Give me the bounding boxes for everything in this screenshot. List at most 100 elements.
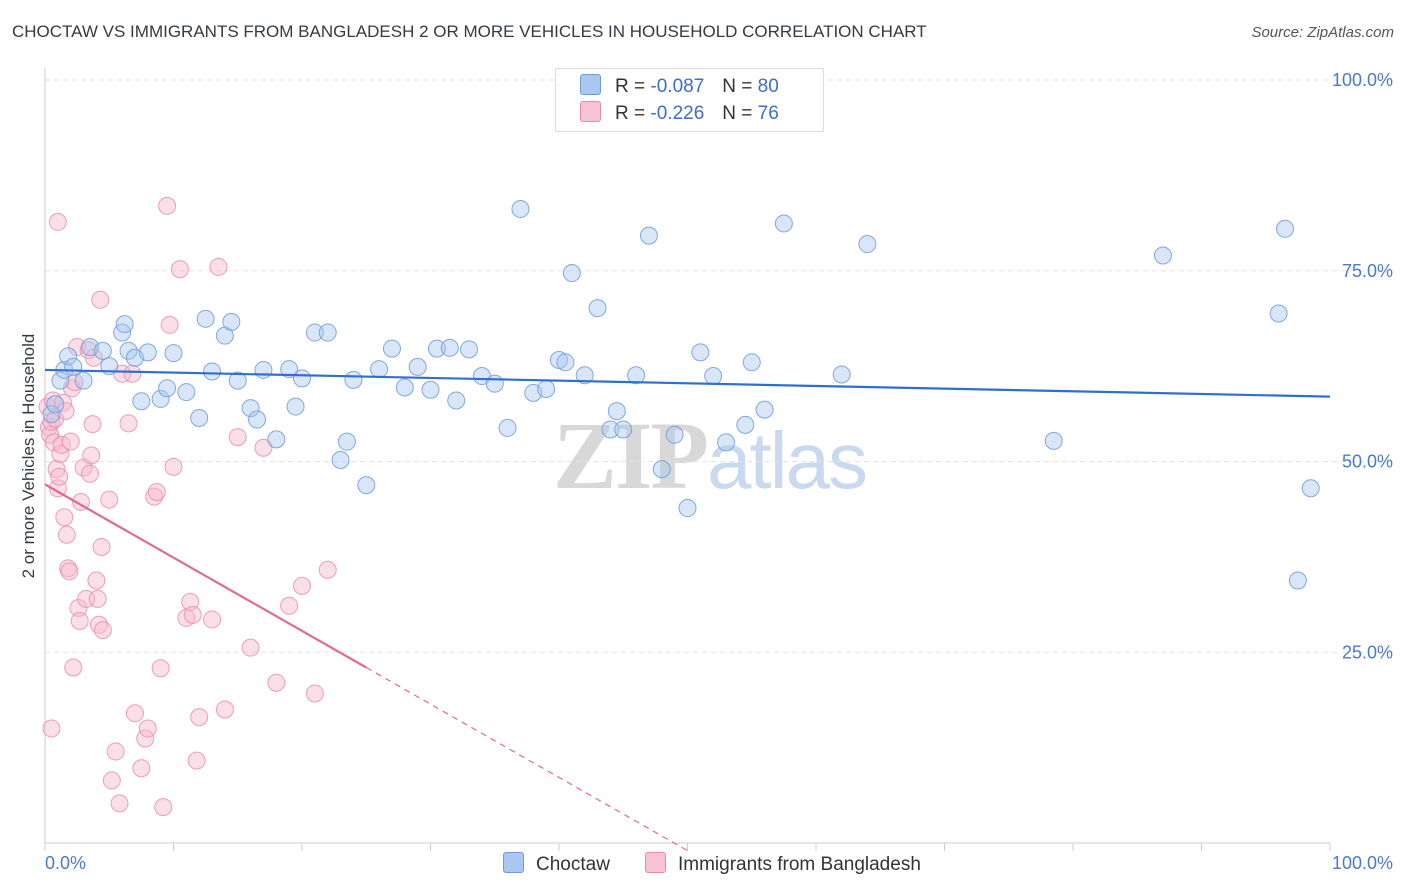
choctaw-point (293, 369, 311, 388)
bangladesh-point (56, 402, 75, 421)
bottom-legend-bangladesh: Immigrants from Bangladesh (645, 852, 921, 876)
choctaw-point (665, 425, 684, 444)
choctaw-point (627, 366, 646, 385)
bangladesh-point (138, 719, 157, 738)
choctaw-point (639, 226, 658, 245)
bangladesh-point (164, 457, 183, 476)
bangladesh-swatch (580, 101, 601, 122)
bangladesh-point (69, 598, 88, 617)
axes (44, 68, 1331, 851)
choctaw-point (736, 415, 755, 434)
bangladesh-point (70, 611, 89, 630)
bangladesh-point (87, 571, 106, 590)
choctaw-point (318, 323, 337, 342)
choctaw-point (248, 410, 267, 429)
bangladesh-point (293, 576, 311, 595)
choctaw-trend-line (44, 368, 1331, 398)
choctaw-point (858, 235, 877, 254)
bangladesh-point (119, 414, 138, 433)
choctaw-point (305, 323, 324, 342)
bangladesh-point (305, 684, 324, 703)
chart-title: CHOCTAW VS IMMIGRANTS FROM BANGLADESH 2 … (12, 22, 927, 41)
choctaw-point (440, 338, 459, 357)
choctaw-point (601, 420, 620, 439)
bangladesh-point (91, 290, 110, 309)
bangladesh-point (215, 700, 234, 719)
bangladesh-point (190, 708, 209, 727)
bangladesh-point (183, 605, 202, 624)
y-axis-title: 2 or more Vehicles in Household (19, 334, 38, 579)
choctaw-point (498, 418, 517, 437)
y-tick-label: 75.0% (1342, 261, 1393, 281)
choctaw-point (408, 357, 427, 376)
bangladesh-point (50, 467, 69, 486)
legend-r-value-2: -0.226 (650, 103, 705, 124)
choctaw-point (717, 433, 736, 452)
choctaw-point (228, 371, 247, 390)
bangladesh-point (154, 798, 173, 817)
choctaw-point (203, 362, 222, 381)
bangladesh-point (132, 759, 151, 778)
watermark: ZIPatlas (553, 400, 868, 511)
choctaw-point (222, 312, 241, 331)
bangladesh-trend-line (44, 483, 367, 669)
bangladesh-point (57, 525, 76, 544)
bangladesh-point (318, 560, 337, 579)
choctaw-point (344, 370, 363, 389)
bangladesh-point (280, 596, 299, 615)
choctaw-point (59, 347, 78, 366)
legend-n-label-2: N = (722, 103, 753, 124)
legend-n-label-1: N = (722, 76, 753, 97)
choctaw-point (485, 374, 504, 393)
choctaw-point (1269, 304, 1288, 323)
choctaw-point (1288, 571, 1307, 590)
bangladesh-trend-extension (365, 666, 688, 852)
bangladesh-point (88, 589, 107, 608)
bangladesh-point (241, 638, 260, 657)
legend-row-bangladesh: R = -0.226 N = 76 (580, 101, 779, 127)
choctaw-point (46, 395, 65, 414)
legend-n-value-1: 80 (757, 76, 779, 97)
choctaw-point (286, 397, 305, 416)
choctaw-point (177, 383, 196, 402)
bangladesh-point (228, 428, 247, 447)
choctaw-point (575, 366, 594, 385)
source-label: Source: ZipAtlas.com (1251, 24, 1394, 41)
bangladesh-point (209, 257, 228, 276)
choctaw-point (614, 420, 633, 439)
choctaw-point (151, 389, 170, 408)
choctaw-point (755, 400, 774, 419)
choctaw-point (511, 199, 530, 218)
choctaw-point (1044, 431, 1063, 450)
bangladesh-point (59, 559, 78, 578)
choctaw-point (704, 367, 723, 386)
grid-lines (45, 79, 1393, 653)
choctaw-point (158, 379, 177, 398)
choctaw-point (562, 264, 581, 283)
bangladesh-point (160, 315, 179, 334)
legend-r-label-1: R = (615, 76, 646, 97)
bangladesh-point (254, 438, 273, 457)
choctaw-point (421, 380, 440, 399)
bangladesh-point (64, 658, 83, 677)
choctaw-point (652, 460, 671, 479)
legend-r-label-2: R = (615, 103, 646, 124)
choctaw-point (774, 214, 793, 233)
bangladesh-point (48, 479, 67, 498)
bottom-legend-label-2: Immigrants from Bangladesh (678, 854, 921, 875)
choctaw-point (832, 365, 851, 384)
bangladesh-point (123, 364, 142, 383)
choctaw-point (74, 371, 93, 390)
choctaw-swatch (580, 74, 601, 95)
bangladesh-point (93, 621, 112, 640)
bangladesh-point (48, 212, 67, 231)
x-tick-label-min: 0.0% (45, 853, 86, 873)
bangladesh-point (84, 348, 103, 367)
choctaw-point (138, 343, 157, 362)
bangladesh-point (147, 483, 166, 502)
bangladesh-point (203, 610, 222, 629)
y-tick-label: 50.0% (1342, 452, 1393, 472)
y-tick-label: 100.0% (1332, 70, 1393, 90)
bangladesh-point (83, 415, 102, 434)
bangladesh-points (38, 196, 337, 817)
